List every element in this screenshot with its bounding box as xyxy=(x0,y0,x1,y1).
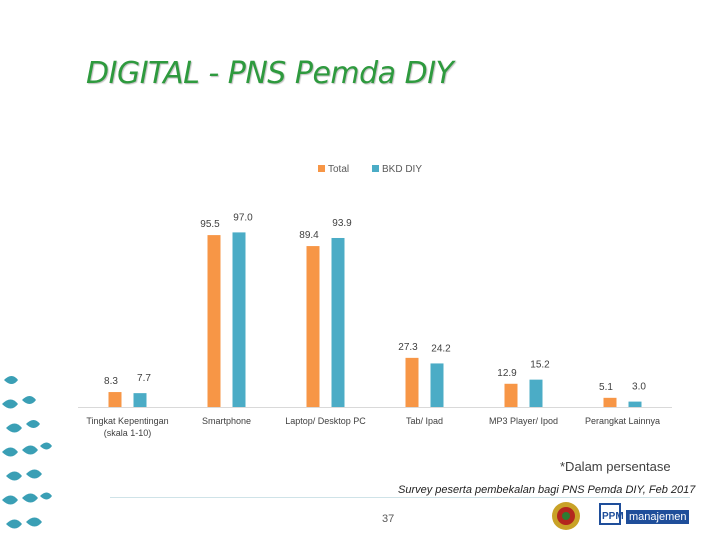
leaf-pattern-decoration xyxy=(2,376,52,529)
slide-title: DIGITAL - PNS Pemda DIY xyxy=(86,56,454,91)
data-label-total-3: 27.3 xyxy=(398,342,418,353)
bar-bkd-1 xyxy=(232,232,246,407)
footer-logos: PPM xyxy=(552,502,624,530)
category-label-4: MP3 Player/ Ipod xyxy=(489,416,558,426)
data-label-bkd-3: 24.2 xyxy=(431,343,451,354)
category-label-3: Tab/ Ipad xyxy=(406,416,443,426)
bar-total-3 xyxy=(405,357,419,407)
page-number: 37 xyxy=(382,513,395,525)
data-label-total-1: 95.5 xyxy=(200,219,220,230)
data-label-bkd-5: 3.0 xyxy=(632,382,646,393)
bar-total-4 xyxy=(504,383,518,407)
data-label-bkd-2: 93.9 xyxy=(332,218,352,229)
bar-bkd-2 xyxy=(331,237,345,407)
ppm-logo-text: manajemen xyxy=(626,510,690,524)
data-label-bkd-1: 97.0 xyxy=(233,212,253,223)
legend-swatch-0 xyxy=(318,165,325,172)
legend-label-0: Total xyxy=(328,164,349,175)
bar-total-2 xyxy=(306,246,320,407)
bar-total-1 xyxy=(207,235,221,407)
bar-total-0 xyxy=(108,392,122,407)
ppm-abbrev: PPM xyxy=(602,511,624,522)
legend-swatch-1 xyxy=(372,165,379,172)
ppm-logo-icon: PPM xyxy=(599,503,624,525)
data-label-total-5: 5.1 xyxy=(599,382,613,393)
bar-bkd-0 xyxy=(133,393,147,407)
bar-total-5 xyxy=(603,397,617,407)
data-label-bkd-0: 7.7 xyxy=(137,373,151,384)
bar-bkd-4 xyxy=(529,379,543,407)
data-label-total-2: 89.4 xyxy=(299,230,319,241)
legend-label-1: BKD DIY xyxy=(382,164,422,175)
category-label-0-line2: (skala 1-10) xyxy=(104,428,152,438)
footer-divider xyxy=(110,497,690,498)
data-label-bkd-4: 15.2 xyxy=(530,360,550,371)
survey-source: Survey peserta pembekalan bagi PNS Pemda… xyxy=(398,484,696,496)
pemda-emblem-icon xyxy=(552,502,580,530)
percentage-note: *Dalam persentase xyxy=(560,459,671,474)
category-label-1: Smartphone xyxy=(202,416,251,426)
bar-bkd-5 xyxy=(628,401,642,407)
bar-bkd-3 xyxy=(430,363,444,407)
data-label-total-0: 8.3 xyxy=(104,376,118,387)
category-label-2: Laptop/ Desktop PC xyxy=(285,416,366,426)
data-label-total-4: 12.9 xyxy=(497,368,517,379)
category-label-5: Perangkat Lainnya xyxy=(585,416,660,426)
bar-chart: Total BKD DIY 8.3 7.7 Tingkat Kepentingan (sk… xyxy=(78,164,672,438)
category-label-0: Tingkat Kepentingan xyxy=(86,416,168,426)
